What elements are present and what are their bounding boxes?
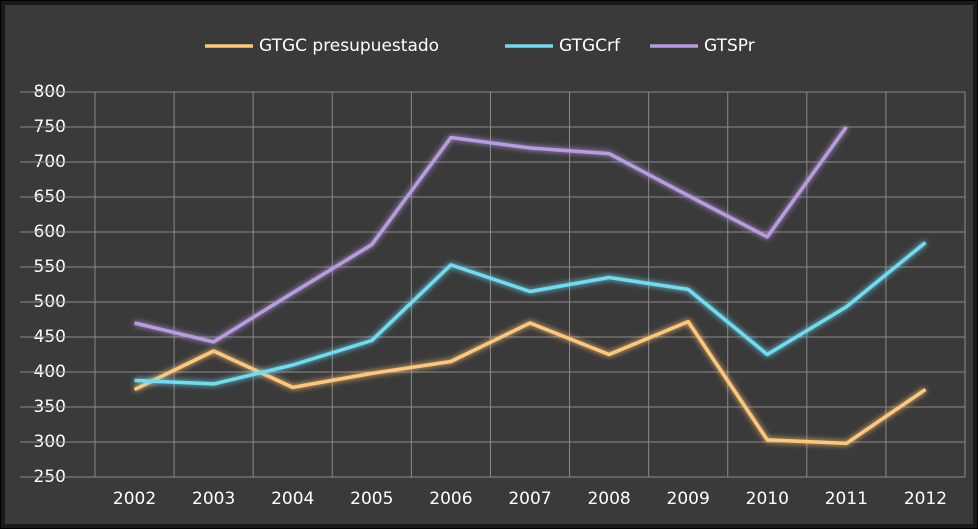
x-tick-label: 2010 xyxy=(746,489,789,509)
series-line xyxy=(134,125,848,344)
x-tick-label: 2008 xyxy=(587,489,630,509)
series-line xyxy=(134,241,927,386)
legend-label: GTGCrf xyxy=(559,36,621,56)
x-tick-label: 2003 xyxy=(192,489,235,509)
legend-label: GTGC presupuestado xyxy=(259,36,439,56)
x-tick-label: 2005 xyxy=(350,489,393,509)
x-tick-label: 2009 xyxy=(667,489,710,509)
x-tick-label: 2012 xyxy=(904,489,947,509)
x-tick-label: 2004 xyxy=(271,489,314,509)
series-line xyxy=(133,319,927,446)
legend-label: GTSPr xyxy=(704,36,755,56)
x-tick-label: 2002 xyxy=(113,489,156,509)
x-tick-label: 2006 xyxy=(429,489,472,509)
x-tick-label: 2011 xyxy=(825,489,868,509)
x-tick-label: 2007 xyxy=(508,489,551,509)
